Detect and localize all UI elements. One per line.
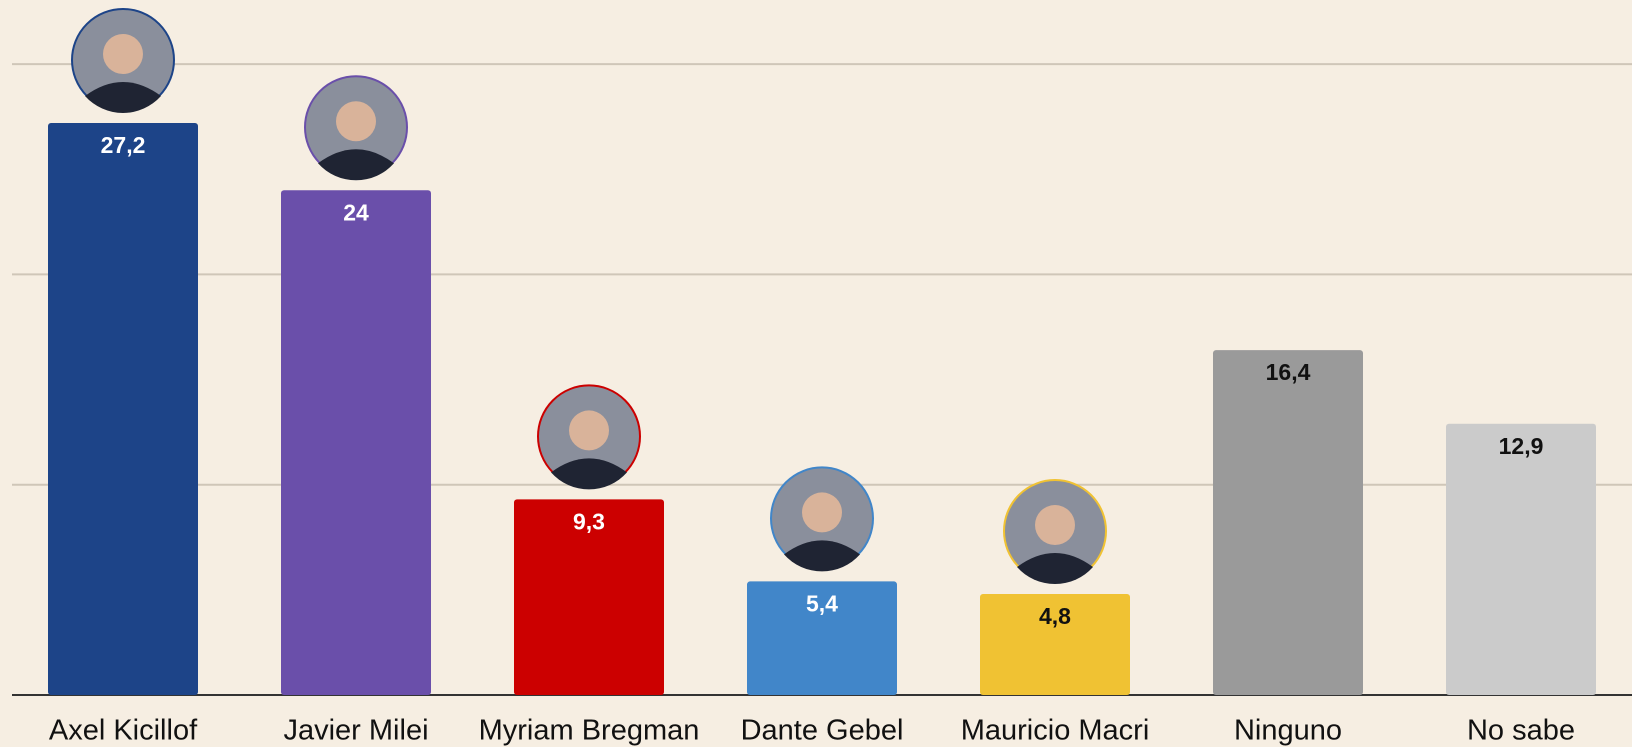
value-label: 16,4 (1266, 359, 1311, 385)
photo-body (784, 540, 860, 572)
x-tick-label: Mauricio Macri (961, 715, 1150, 747)
photo-face (336, 101, 376, 142)
photo-face (569, 410, 609, 451)
value-label: 9,3 (573, 508, 605, 534)
x-tick-label: Myriam Bregman (479, 715, 700, 747)
bar (1213, 350, 1363, 695)
value-label: 5,4 (806, 591, 838, 617)
bar (514, 499, 664, 695)
x-tick-label: Javier Milei (283, 715, 428, 747)
photo-body (1017, 553, 1093, 585)
bar (747, 581, 897, 695)
photo-face (802, 492, 842, 533)
x-tick-label: Ninguno (1234, 715, 1342, 747)
photo-body (318, 149, 394, 181)
x-tick-label: No sabe (1467, 715, 1575, 747)
photo-face (1035, 505, 1075, 546)
bar (281, 190, 431, 696)
bar (1446, 423, 1596, 695)
photo-body (85, 81, 161, 113)
value-label: 12,9 (1499, 433, 1544, 459)
x-tick-label: Axel Kicillof (49, 715, 198, 747)
value-label: 4,8 (1039, 603, 1071, 629)
value-label: 27,2 (101, 132, 146, 158)
photo-face (103, 33, 143, 74)
value-label: 24 (343, 199, 369, 225)
bar (980, 594, 1130, 695)
x-tick-label: Dante Gebel (741, 715, 904, 747)
photo-body (551, 458, 627, 490)
bar (48, 122, 198, 695)
